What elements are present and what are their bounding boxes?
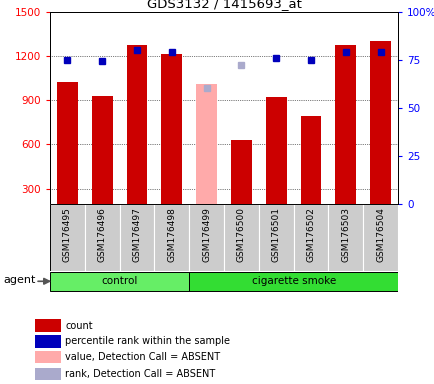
Bar	[293, 204, 328, 271]
Text: GSM176496: GSM176496	[98, 207, 106, 262]
Text: cigarette smoke: cigarette smoke	[251, 276, 335, 286]
Text: count: count	[65, 321, 93, 331]
Bar	[189, 272, 397, 291]
Bar	[189, 204, 224, 271]
Text: GSM176502: GSM176502	[306, 207, 315, 262]
Text: control: control	[101, 276, 138, 286]
Bar	[224, 204, 258, 271]
Bar	[265, 97, 286, 204]
Text: GSM176503: GSM176503	[341, 207, 349, 262]
Bar	[369, 41, 390, 204]
Title: GDS3132 / 1415693_at: GDS3132 / 1415693_at	[146, 0, 301, 10]
Text: value, Detection Call = ABSENT: value, Detection Call = ABSENT	[65, 352, 220, 362]
Text: percentile rank within the sample: percentile rank within the sample	[65, 336, 230, 346]
Text: GSM176497: GSM176497	[132, 207, 141, 262]
Bar	[230, 140, 251, 204]
Text: GSM176500: GSM176500	[237, 207, 245, 262]
Bar	[126, 45, 147, 204]
Bar	[119, 204, 154, 271]
Bar	[335, 45, 355, 204]
Text: GSM176501: GSM176501	[271, 207, 280, 262]
Text: GSM176499: GSM176499	[202, 207, 210, 262]
Bar	[362, 204, 397, 271]
Bar	[161, 55, 182, 204]
Bar	[35, 351, 61, 363]
Text: agent: agent	[3, 275, 35, 285]
Text: GSM176504: GSM176504	[375, 207, 384, 262]
Bar	[258, 204, 293, 271]
Text: GSM176498: GSM176498	[167, 207, 176, 262]
Bar	[57, 83, 78, 204]
Bar	[35, 335, 61, 348]
Bar	[92, 96, 112, 204]
Bar	[50, 204, 397, 271]
Bar	[196, 84, 217, 204]
Text: GSM176495: GSM176495	[63, 207, 72, 262]
Bar	[328, 204, 362, 271]
Bar	[300, 116, 321, 204]
Bar	[154, 204, 189, 271]
Text: rank, Detection Call = ABSENT: rank, Detection Call = ABSENT	[65, 369, 215, 379]
Bar	[35, 319, 61, 332]
Bar	[35, 367, 61, 381]
Bar	[85, 204, 119, 271]
Bar	[50, 204, 85, 271]
Bar	[50, 272, 189, 291]
